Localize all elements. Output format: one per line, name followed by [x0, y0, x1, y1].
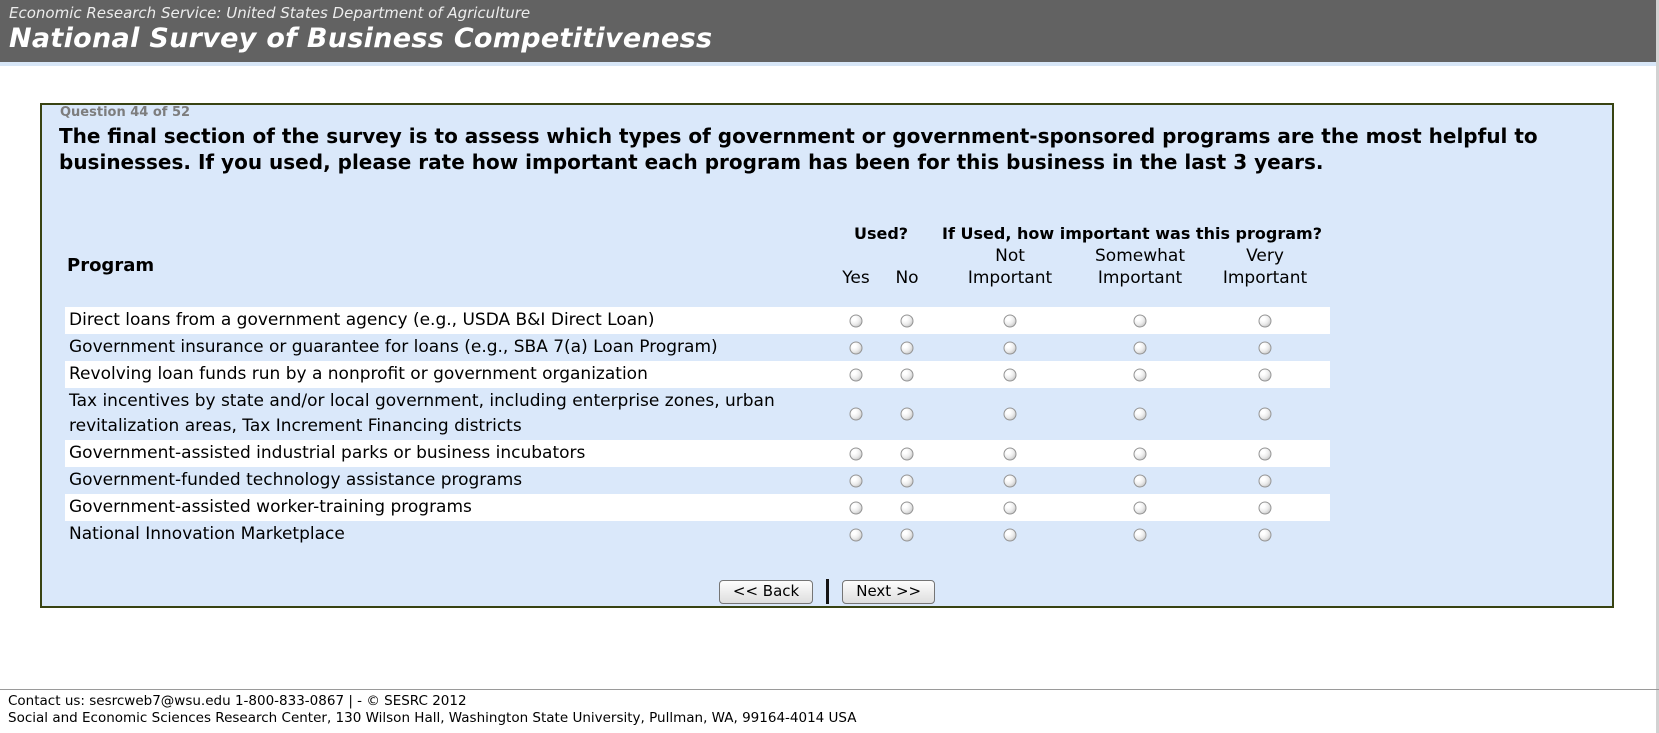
importance-column-group-header: If Used, how important was this program?	[942, 224, 1322, 243]
radio-very-important[interactable]	[1258, 368, 1272, 381]
radio-used-no[interactable]	[900, 528, 914, 541]
table-row: Government-funded technology assistance …	[65, 467, 1330, 494]
col-somewhat-important-label-bottom: Important	[1097, 268, 1183, 288]
radio-very-important[interactable]	[1258, 501, 1272, 514]
navigation-buttons: << Back Next >>	[40, 579, 1614, 604]
question-progress: Question 44 of 52	[60, 105, 191, 120]
question-panel	[40, 103, 1614, 608]
program-label: Government insurance or guarantee for lo…	[69, 337, 718, 357]
radio-somewhat-important[interactable]	[1133, 474, 1147, 487]
radio-very-important[interactable]	[1258, 407, 1272, 421]
table-row: Tax incentives by state and/or local gov…	[65, 388, 1330, 440]
radio-very-important[interactable]	[1258, 341, 1272, 354]
radio-used-yes[interactable]	[849, 368, 863, 381]
radio-not-important[interactable]	[1003, 474, 1017, 487]
program-column-header: Program	[67, 255, 155, 276]
radio-used-yes[interactable]	[849, 474, 863, 487]
program-label: Revolving loan funds run by a nonprofit …	[69, 364, 648, 384]
radio-used-no[interactable]	[900, 501, 914, 514]
program-label: Government-assisted worker-training prog…	[69, 497, 472, 517]
site-header: Economic Research Service: United States…	[0, 0, 1656, 62]
radio-somewhat-important[interactable]	[1133, 314, 1147, 327]
radio-used-no[interactable]	[900, 314, 914, 327]
footer-divider	[0, 689, 1659, 690]
radio-used-yes[interactable]	[849, 447, 863, 460]
radio-used-no[interactable]	[900, 407, 914, 421]
radio-used-yes[interactable]	[849, 528, 863, 541]
table-row: Revolving loan funds run by a nonprofit …	[65, 361, 1330, 388]
program-label: Government-assisted industrial parks or …	[69, 443, 586, 463]
header-accent-strip	[0, 62, 1656, 66]
footer-contact-line: Contact us: sesrcweb7@wsu.edu 1-800-833-…	[8, 693, 467, 709]
program-label: Government-funded technology assistance …	[69, 470, 523, 490]
radio-very-important[interactable]	[1258, 474, 1272, 487]
radio-not-important[interactable]	[1003, 407, 1017, 421]
footer-address-line: Social and Economic Sciences Research Ce…	[8, 710, 857, 726]
table-row: Government-assisted industrial parks or …	[65, 440, 1330, 467]
col-not-important-label-bottom: Important	[967, 268, 1053, 288]
question-text: The final section of the survey is to as…	[59, 124, 1538, 174]
col-not-important-label-top: Not	[995, 246, 1025, 266]
col-no-label: No	[895, 268, 919, 288]
radio-somewhat-important[interactable]	[1133, 407, 1147, 421]
program-label: Tax incentives by state and/or local gov…	[69, 391, 775, 436]
radio-used-yes[interactable]	[849, 341, 863, 354]
radio-somewhat-important[interactable]	[1133, 528, 1147, 541]
table-row: National Innovation Marketplace	[65, 521, 1330, 548]
col-very-important-label-bottom: Important	[1222, 268, 1308, 288]
back-button[interactable]: << Back	[718, 579, 814, 604]
radio-not-important[interactable]	[1003, 341, 1017, 354]
radio-somewhat-important[interactable]	[1133, 341, 1147, 354]
col-somewhat-important-label-top: Somewhat	[1095, 246, 1185, 266]
radio-used-no[interactable]	[900, 447, 914, 460]
radio-very-important[interactable]	[1258, 314, 1272, 327]
radio-used-yes[interactable]	[849, 501, 863, 514]
radio-not-important[interactable]	[1003, 314, 1017, 327]
radio-used-no[interactable]	[900, 474, 914, 487]
program-label: Direct loans from a government agency (e…	[69, 310, 655, 330]
col-yes-label: Yes	[842, 268, 870, 288]
radio-very-important[interactable]	[1258, 528, 1272, 541]
program-table-rows: Direct loans from a government agency (e…	[65, 307, 1330, 548]
radio-not-important[interactable]	[1003, 501, 1017, 514]
radio-used-yes[interactable]	[849, 314, 863, 327]
used-column-group-header: Used?	[853, 224, 909, 243]
radio-very-important[interactable]	[1258, 447, 1272, 460]
radio-not-important[interactable]	[1003, 447, 1017, 460]
agency-line: Economic Research Service: United States…	[9, 4, 531, 22]
program-label: National Innovation Marketplace	[69, 524, 345, 544]
table-row: Government-assisted worker-training prog…	[65, 494, 1330, 521]
radio-not-important[interactable]	[1003, 368, 1017, 381]
survey-title: National Survey of Business Competitiven…	[9, 23, 713, 54]
table-row: Direct loans from a government agency (e…	[65, 307, 1330, 334]
radio-somewhat-important[interactable]	[1133, 447, 1147, 460]
table-row: Government insurance or guarantee for lo…	[65, 334, 1330, 361]
button-separator	[826, 579, 830, 604]
radio-used-no[interactable]	[900, 341, 914, 354]
radio-not-important[interactable]	[1003, 528, 1017, 541]
next-button[interactable]: Next >>	[842, 579, 936, 604]
radio-somewhat-important[interactable]	[1133, 368, 1147, 381]
radio-used-yes[interactable]	[849, 407, 863, 421]
radio-somewhat-important[interactable]	[1133, 501, 1147, 514]
window-right-edge	[1656, 0, 1659, 733]
col-very-important-label-top: Very	[1246, 246, 1284, 266]
radio-used-no[interactable]	[900, 368, 914, 381]
